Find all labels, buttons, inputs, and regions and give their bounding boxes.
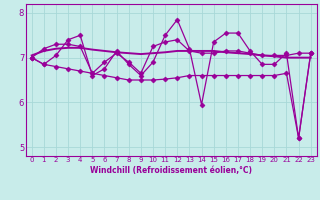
X-axis label: Windchill (Refroidissement éolien,°C): Windchill (Refroidissement éolien,°C) <box>90 166 252 175</box>
